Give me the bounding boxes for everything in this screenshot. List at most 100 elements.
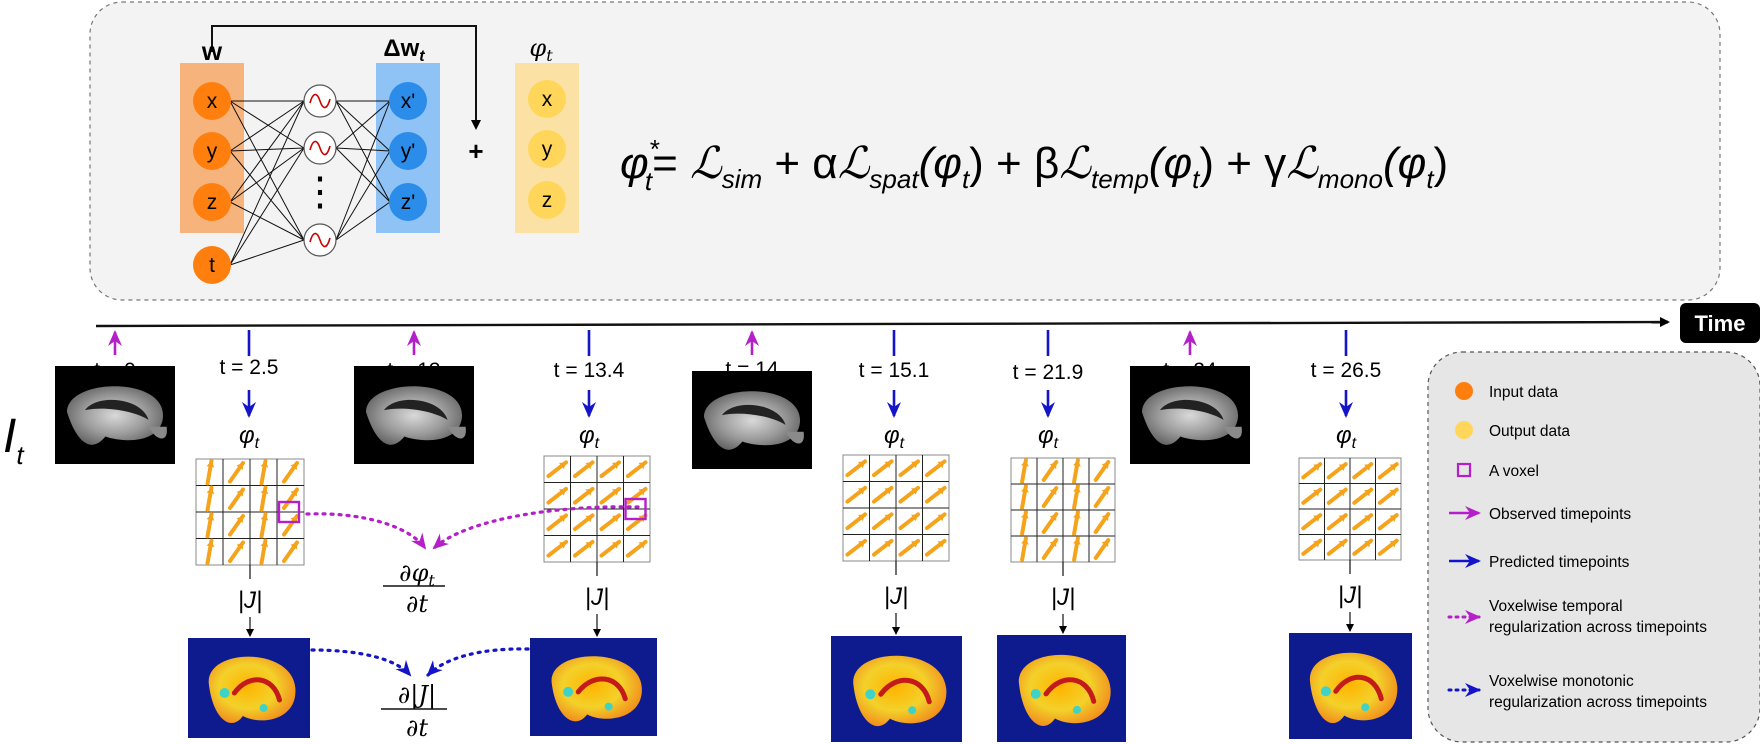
field-arrowhead [1101,462,1109,470]
network-edge [335,100,391,152]
jacobian-cool-spot [219,688,230,698]
network-edge [229,100,305,203]
field-arrowhead [585,541,593,549]
field-arrowhead [559,488,567,496]
field-arrowhead [911,540,919,548]
field-arrowhead [612,515,620,523]
timepoint-7: t = 24 [1130,330,1250,464]
input-nodes: x y z t [193,82,231,284]
field-arrowhead [206,514,215,521]
field-arrowhead [559,541,567,549]
voxel-marker [624,497,647,521]
field-arrowhead [1313,489,1321,497]
phi-label: φt [1038,422,1059,452]
time-label: Time [1695,311,1746,336]
ventricle [722,404,786,425]
field-arrowhead [1338,515,1346,522]
jacobian-hotspot [1043,677,1097,704]
field-arrowhead [260,487,269,494]
field-arrowhead [1049,462,1057,470]
network-panel: w Δwt φt x y z t ⋮ x' [89,1,1721,301]
timepoint-4: t = 14 [692,330,812,469]
phi-label: φt [239,422,260,452]
jacobian-cool-spot [908,706,917,715]
timepoint-3: t = 13.4 φt |J| [530,330,657,736]
sine-icon [309,232,331,248]
field-arrowhead [1073,486,1081,493]
network-edge [335,100,391,203]
field-arrowhead [1313,464,1321,471]
field-arrowhead [937,514,945,522]
field-arrowhead [858,514,866,522]
jacobian-cool-spot [1320,686,1331,697]
jacobian-cool-spot [1072,705,1081,714]
network-edge [335,201,391,241]
field-arrowhead [612,462,620,470]
temporal-derivative-den: ∂t [406,590,428,618]
field-arrowhead [1021,460,1029,467]
network-edge [335,100,391,149]
jacobian-brain [551,656,642,722]
legend-observed: Observed timepoints [1489,506,1631,523]
field-arrowhead [206,487,215,494]
brain-shape [67,386,164,445]
field-arrowhead [858,540,866,548]
network-connections [229,100,391,266]
field-arrowhead [884,514,892,522]
sine-icon [309,140,331,156]
delta-node-x [389,82,427,120]
field-arrowhead [1049,514,1057,522]
field-arrowhead [206,540,215,547]
field-arrowhead [236,489,244,497]
jacobian-hotspot [1333,674,1384,702]
hidden-dots: ⋮ [300,170,340,214]
timepoint-0: t = 0 [55,330,175,464]
field-arrowhead [612,541,620,549]
field-arrowhead [1021,538,1029,545]
timepoint-label: t = 15.1 [859,359,930,382]
temporal-derivative: ∂φt ∂t [383,559,445,618]
field-arrowhead [585,515,593,523]
jacobian-label: |J| [884,583,908,610]
network-edge [229,201,305,241]
field-arrowhead [1049,540,1057,548]
ventricle [1160,399,1224,420]
field-arrowhead [1049,488,1057,496]
brain-shape [704,391,801,450]
field-arrowhead [1073,512,1081,519]
orange-dot-icon [1455,382,1473,400]
field-arrowhead [884,461,892,469]
monotonic-derivative-den: ∂t [406,714,428,742]
voxel-square-icon [1456,462,1472,478]
jacobian-cool-spot [604,702,613,711]
legend-predicted: Predicted timepoints [1489,554,1630,571]
field-arrowhead [612,488,620,496]
loss-equation: φ* t= ℒsim + αℒspat(φt) + βℒtemp(φt) + γℒ… [620,134,1448,196]
network-edge [229,100,305,266]
phi-node-y [528,130,566,168]
field-arrowhead [638,488,646,496]
input-node-x-label: x [207,90,218,113]
time-axis [95,317,1670,328]
input-node-y [193,132,231,170]
timepoint-label: t = 2.5 [220,356,279,379]
cerebellum [148,426,167,439]
input-node-t-label: t [209,254,215,277]
field-arrowhead [1101,488,1109,496]
delta-node-y [389,132,427,170]
timepoint-1: t = 2.5 φt |J| [188,330,310,738]
jacobian-label: |J| [1051,584,1075,611]
time-badge [1680,303,1760,343]
field-arrowhead [1021,512,1029,519]
cerebellum [785,431,804,444]
field-arrowhead [1101,514,1109,522]
legend-monotonic: Voxelwise monotonic regularization across… [1489,673,1707,711]
phi-node-z-label: z [542,189,553,212]
timepoint-2: t = 13 [354,330,474,464]
field-arrowhead [884,487,892,495]
field-arrowhead [937,461,945,469]
phi-label: φt [1336,422,1357,452]
phi-node-x [528,80,566,118]
brain-shape [1142,386,1239,445]
